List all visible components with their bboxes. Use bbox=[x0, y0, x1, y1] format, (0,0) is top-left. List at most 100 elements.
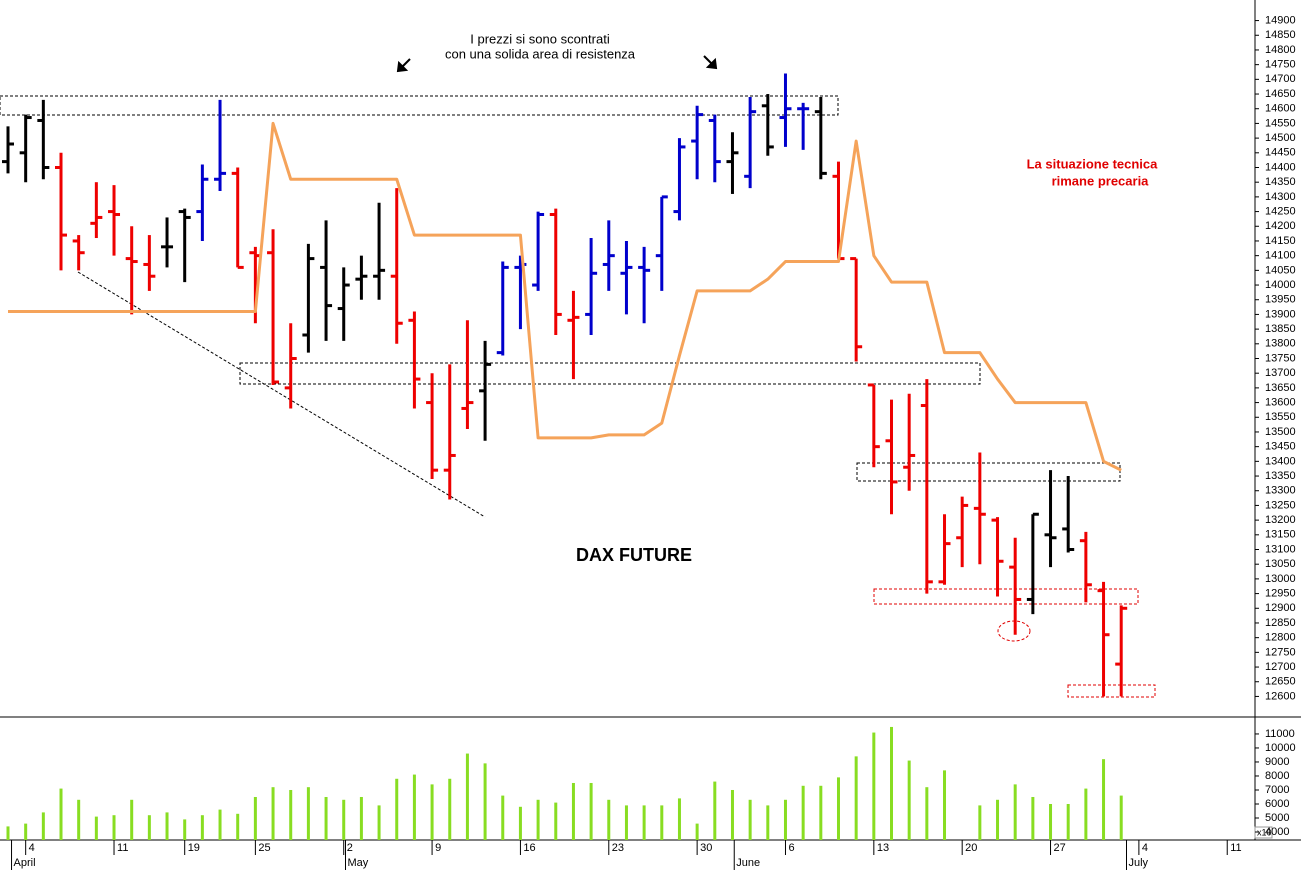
x-tick-label: 11 bbox=[117, 842, 128, 854]
resistance-box bbox=[0, 95, 839, 116]
volume-bar bbox=[306, 787, 310, 840]
volume-bar bbox=[165, 812, 169, 840]
volume-bar bbox=[748, 799, 752, 840]
arrows bbox=[396, 55, 718, 73]
multiplier-label: x10 bbox=[1257, 827, 1272, 837]
y-tick-label: 4000 bbox=[1265, 826, 1289, 838]
annotation: rimane precaria bbox=[1052, 173, 1150, 188]
volume-bar bbox=[571, 782, 575, 840]
volume-bar bbox=[1084, 788, 1088, 840]
x-tick-label: 4 bbox=[29, 842, 35, 854]
volume-bar bbox=[978, 805, 982, 840]
annotation: I prezzi si sono scontrati bbox=[470, 31, 610, 46]
y-tick-label: 5000 bbox=[1265, 812, 1289, 824]
month-label: May bbox=[347, 857, 368, 869]
volume-bar bbox=[925, 787, 929, 840]
y-tick-label: 12650 bbox=[1265, 676, 1296, 688]
x-tick-label: 20 bbox=[965, 842, 977, 854]
y-tick-label: 14100 bbox=[1265, 250, 1296, 262]
x-tick-label: 27 bbox=[1054, 842, 1066, 854]
y-tick-label: 14000 bbox=[1265, 279, 1296, 291]
volume-bar bbox=[589, 782, 593, 840]
volume-bar bbox=[24, 823, 28, 840]
support-box bbox=[873, 588, 1139, 605]
y-tick-label: 13800 bbox=[1265, 338, 1296, 350]
y-tick-label: 14500 bbox=[1265, 132, 1296, 144]
volume-bar bbox=[518, 806, 522, 840]
volume-bar bbox=[730, 789, 734, 840]
x-tick-label: 30 bbox=[700, 842, 712, 854]
y-tick-label: 10000 bbox=[1265, 742, 1296, 754]
volume-bar bbox=[253, 796, 257, 840]
y-tick-label: 14200 bbox=[1265, 220, 1296, 232]
volume-bar bbox=[271, 787, 275, 840]
y-tick-label: 13050 bbox=[1265, 558, 1296, 570]
y-tick-label: 12850 bbox=[1265, 617, 1296, 629]
y-tick-label: 14700 bbox=[1265, 73, 1296, 85]
y-tick-label: 14800 bbox=[1265, 44, 1296, 56]
volume-bar bbox=[801, 785, 805, 840]
volume-bar bbox=[996, 799, 1000, 840]
volume-bar bbox=[289, 789, 293, 840]
y-tick-label: 13950 bbox=[1265, 294, 1296, 306]
support-box bbox=[1067, 684, 1156, 698]
x-tick-label: 25 bbox=[258, 842, 270, 854]
y-tick-label: 14650 bbox=[1265, 88, 1296, 100]
y-tick-label: 12700 bbox=[1265, 661, 1296, 673]
y-tick-label: 12900 bbox=[1265, 602, 1296, 614]
y-tick-label: 14850 bbox=[1265, 29, 1296, 41]
y-tick-label: 13700 bbox=[1265, 367, 1296, 379]
x-tick-label: 19 bbox=[188, 842, 200, 854]
volume-bar bbox=[1066, 803, 1070, 840]
volume-bar bbox=[713, 781, 717, 840]
x-tick-label: 4 bbox=[1142, 842, 1148, 854]
resistance-box bbox=[856, 462, 1121, 482]
y-tick-label: 14250 bbox=[1265, 205, 1296, 217]
volume-bar bbox=[395, 778, 399, 840]
volume-bar bbox=[483, 763, 487, 840]
y-tick-label: 12600 bbox=[1265, 690, 1296, 702]
chart-title: DAX FUTURE bbox=[576, 545, 692, 565]
y-tick-label: 13350 bbox=[1265, 470, 1296, 482]
y-tick-label: 8000 bbox=[1265, 770, 1289, 782]
volume-bar bbox=[943, 770, 947, 840]
volume-bar bbox=[147, 815, 151, 840]
volume-bar bbox=[218, 809, 222, 840]
y-tick-label: 13600 bbox=[1265, 396, 1296, 408]
y-tick-label: 9000 bbox=[1265, 756, 1289, 768]
volume-bar bbox=[660, 805, 664, 840]
y-tick-label: 13150 bbox=[1265, 529, 1296, 541]
volume-bar bbox=[501, 795, 505, 840]
volume-bar bbox=[1031, 796, 1035, 840]
volume-bar bbox=[342, 799, 346, 840]
volume-bar bbox=[359, 796, 363, 840]
y-tick-label: 14300 bbox=[1265, 191, 1296, 203]
x-tick-label: 23 bbox=[612, 842, 624, 854]
annotation-shapes bbox=[0, 95, 1156, 698]
volume-bar bbox=[907, 760, 911, 840]
y-tick-label: 14900 bbox=[1265, 14, 1296, 26]
volume-bar bbox=[236, 813, 240, 840]
y-tick-label: 13400 bbox=[1265, 455, 1296, 467]
y-tick-label: 14750 bbox=[1265, 59, 1296, 71]
arrow-head bbox=[396, 60, 409, 73]
x-tick-label: 9 bbox=[435, 842, 441, 854]
volume-bar bbox=[324, 796, 328, 840]
volume-bar bbox=[624, 805, 628, 840]
y-tick-label: 13850 bbox=[1265, 323, 1296, 335]
support-box bbox=[239, 362, 981, 385]
volume-bar bbox=[1119, 795, 1123, 840]
volume-bar bbox=[377, 805, 381, 840]
volume-bar bbox=[41, 812, 45, 840]
y-tick-label: 14450 bbox=[1265, 147, 1296, 159]
y-tick-label: 6000 bbox=[1265, 798, 1289, 810]
volume-bar bbox=[607, 799, 611, 840]
volume-bar bbox=[554, 802, 558, 840]
volume-bar bbox=[430, 784, 434, 840]
y-tick-label: 12750 bbox=[1265, 646, 1296, 658]
y-tick-label: 14600 bbox=[1265, 103, 1296, 115]
volume-bar bbox=[200, 815, 204, 840]
x-tick-label: 16 bbox=[523, 842, 535, 854]
volume-bar bbox=[872, 732, 876, 840]
